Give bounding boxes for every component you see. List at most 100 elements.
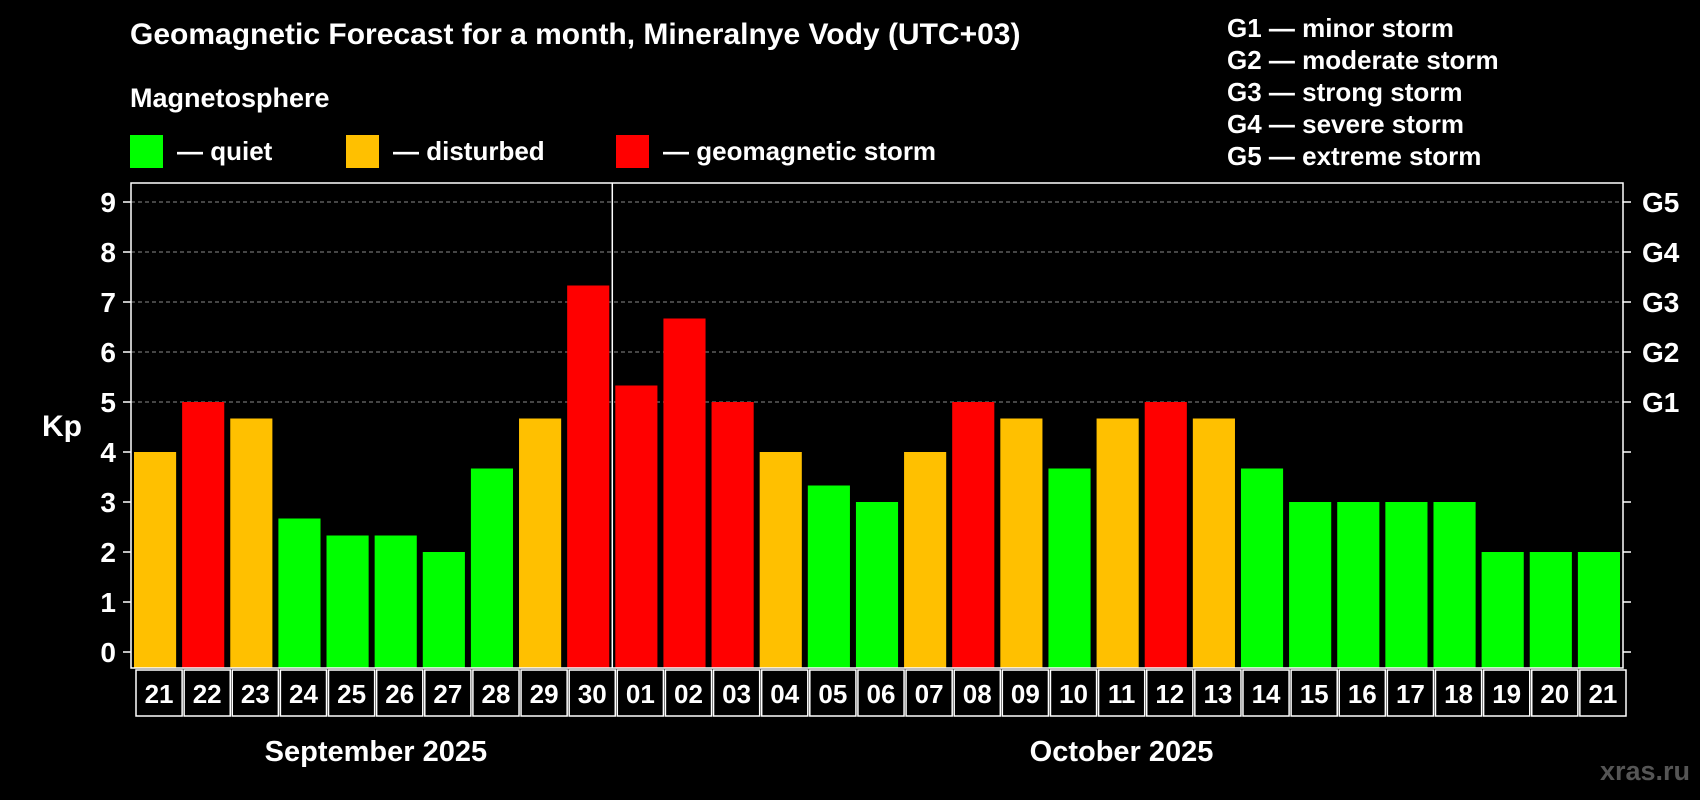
date-cell [712,669,761,717]
date-label: 17 [1396,679,1425,709]
date-label: 27 [433,679,462,709]
date-cell [1242,669,1290,717]
date-cell [327,669,376,717]
kp-bar [567,285,610,668]
storm-level-g1: G1 — minor storm [1227,13,1454,43]
y-tick-label: 8 [100,237,116,268]
legend-item-storm: — geomagnetic storm [616,134,936,168]
date-cell [616,669,665,717]
storm-level-g3: G3 — strong storm [1227,77,1463,107]
kp-bar [663,318,706,668]
date-cell [1530,669,1579,717]
date-label: 24 [289,679,318,709]
date-label: 08 [963,679,992,709]
legend-item-quiet: — quiet [130,134,272,168]
date-label: 16 [1348,679,1377,709]
kp-bar [952,402,995,668]
date-label: 11 [1108,679,1136,709]
kp-bar [1337,502,1380,668]
y-tick-label: 0 [100,637,116,668]
storm-level-list: G1 — minor storm G2 — moderate storm G3 … [1227,12,1499,172]
date-label: 07 [915,679,944,709]
kp-bar [519,418,562,668]
legend-title: Magnetosphere [130,83,330,113]
date-cell [1194,669,1242,717]
month-label-september: September 2025 [264,736,488,768]
y-axis-label: Kp [42,410,82,443]
y-tick-label: 3 [100,487,116,518]
kp-bar [1289,502,1332,668]
date-cell [664,669,713,717]
storm-level-g4: G4 — severe storm [1227,109,1465,139]
kp-bar [1048,468,1091,668]
date-cell [375,669,424,717]
date-cell [760,669,809,717]
date-label: 30 [578,679,607,709]
kp-bar [1000,418,1043,668]
legend-label-storm: — geomagnetic storm [663,135,937,166]
date-cell [953,669,1002,717]
plot-frame [130,182,1624,669]
date-label: 20 [1540,679,1569,709]
watermark: xras.ru [1599,756,1690,786]
date-cell [1579,669,1627,717]
kp-bar [1529,552,1572,668]
legend-item-disturbed: — disturbed [346,134,545,168]
storm-level-g5: G5 — extreme storm [1227,141,1482,171]
kp-bar [278,518,321,668]
month-label-october: October 2025 [1029,736,1214,768]
date-cell [857,669,905,717]
date-cell [231,669,280,717]
date-label: 28 [482,679,511,709]
date-cell [472,669,520,717]
date-label: 02 [674,679,703,709]
date-label: 22 [193,679,222,709]
kp-bar [711,402,754,668]
date-cell [568,669,617,717]
y-tick-label: 9 [100,187,116,218]
kp-bar [182,402,225,668]
date-label: 09 [1011,679,1040,709]
date-label: 21 [145,679,174,709]
y-tick-label: 5 [100,387,116,418]
date-cell [1001,669,1050,717]
chart-title: Geomagnetic Forecast for a month, Minera… [130,18,1021,51]
date-cell [520,669,568,717]
date-label: 19 [1492,679,1521,709]
storm-level-axis-label: G3 [1642,287,1679,318]
kp-bar [855,502,899,668]
date-cell [1386,669,1435,717]
date-label: 26 [385,679,414,709]
date-label: 04 [770,679,799,709]
storm-level-axis-label: G5 [1642,187,1679,218]
kp-bar [230,418,273,668]
date-cell [1145,669,1194,717]
legend-label-quiet: — quiet [177,135,273,166]
kp-bar [1096,418,1139,668]
kp-bar [615,385,658,668]
kp-bar [470,468,514,668]
y-tick-label: 1 [100,587,116,618]
date-label: 29 [530,679,559,709]
date-cell [1434,669,1483,717]
kp-bar [1433,502,1476,668]
date-cell [905,669,953,717]
kp-bar [374,535,417,668]
y-tick-label: 2 [100,537,116,568]
date-cell [1097,669,1146,717]
date-label: 06 [867,679,896,709]
date-cell [1338,669,1387,717]
kp-bar [904,452,947,668]
kp-bar [134,452,177,668]
y-tick-label: 6 [100,337,116,368]
storm-level-g2: G2 — moderate storm [1227,45,1499,75]
kp-bar [759,452,802,668]
date-cell [183,669,232,717]
kp-bar [422,552,465,668]
legend-swatch-storm [616,134,649,168]
kp-bar [1240,468,1284,668]
date-label: 25 [337,679,366,709]
date-cell [1049,669,1098,717]
date-label: 23 [241,679,270,709]
